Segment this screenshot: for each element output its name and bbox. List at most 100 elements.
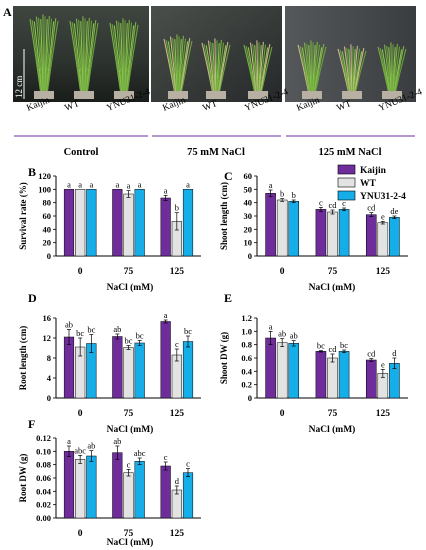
significance-letter: bc — [76, 328, 84, 338]
chart-panel-E: E00.20.40.60.81.01.2Shoot DW (g)NaCl (mM… — [219, 291, 408, 435]
y-axis-label: Survival rate (%) — [18, 182, 28, 250]
legend-label-kaijin: Kaijin — [360, 166, 387, 176]
bar-kaijin-125 — [161, 322, 171, 399]
legend-item-wt: WT — [338, 178, 377, 189]
x-axis-label: NaCl (mM) — [309, 282, 356, 293]
significance-letter: c — [127, 459, 131, 469]
legend-swatch-wt — [338, 178, 355, 187]
y-tick-label: 16 — [43, 313, 52, 323]
y-tick-label: 40 — [43, 224, 52, 234]
y-tick-label: 1.2 — [241, 313, 252, 323]
group-label-control: Control — [64, 147, 99, 158]
significance-letter: a — [269, 321, 273, 331]
bar-ynu31-2-4-0 — [87, 456, 97, 518]
y-tick-label: 0.10 — [36, 446, 51, 456]
y-tick-label: 0.8 — [241, 340, 252, 350]
panel-letter-F: F — [28, 417, 35, 431]
y-tick-label: 10 — [244, 238, 253, 248]
significance-letter: cd — [328, 344, 337, 354]
group-label-125mm: 125 mM NaCl — [319, 147, 382, 158]
significance-letter: bc — [136, 331, 144, 341]
significance-letter: a — [269, 180, 273, 190]
significance-letter: bc — [340, 340, 348, 350]
y-tick-label: 8 — [47, 353, 51, 363]
y-axis-label: Root DW (g) — [18, 454, 28, 503]
bar-wt-75 — [327, 212, 337, 256]
legend-swatch-kaijin — [338, 165, 355, 174]
y-tick-label: 0.04 — [36, 486, 52, 496]
significance-letter: ab — [290, 331, 298, 341]
bar-kaijin-0 — [64, 189, 74, 256]
bar-ynu31-2-4-75 — [135, 461, 145, 518]
bar-wt-75 — [124, 348, 134, 399]
x-axis-label: NaCl (mM) — [107, 282, 154, 293]
y-tick-label: 0 — [47, 251, 51, 261]
y-tick-label: 4 — [47, 373, 52, 383]
bar-ynu31-2-4-125 — [183, 473, 193, 518]
chart-panel-D: D0481216Root length (cm)NaCl (mM)0abbc bc… — [18, 291, 201, 435]
y-tick-label: 60 — [244, 171, 253, 181]
x-axis-label: NaCl (mM) — [309, 424, 356, 435]
y-tick-label: 0 — [248, 251, 252, 261]
legend-label-wt: WT — [360, 179, 377, 189]
panel-letter-E: E — [224, 291, 232, 305]
y-tick-label: 0.12 — [36, 433, 51, 443]
bar-wt-0 — [277, 200, 287, 256]
x-tick-label: 75 — [328, 267, 338, 277]
x-tick-label: 125 — [376, 267, 391, 277]
bar-kaijin-0 — [266, 338, 276, 398]
bar-kaijin-0 — [64, 451, 74, 518]
y-axis-label: Root length (cm) — [18, 326, 28, 391]
group-label-75mm: 75 mM NaCl — [187, 147, 245, 158]
significance-letter: abc — [134, 448, 146, 458]
significance-letter: c — [186, 459, 190, 469]
bar-wt-125 — [172, 355, 182, 398]
y-tick-label: 60 — [43, 211, 52, 221]
x-tick-label: 0 — [78, 267, 83, 277]
y-tick-label: 0.6 — [241, 353, 252, 363]
bar-ynu31-2-4-75 — [135, 343, 145, 398]
panel-letter-C: C — [224, 169, 233, 183]
bar-wt-0 — [75, 189, 85, 256]
significance-letter: cd — [367, 349, 376, 359]
significance-letter: a — [138, 179, 142, 189]
significance-letter: c — [175, 339, 179, 349]
significance-letter: c — [164, 452, 168, 462]
significance-letter: e — [381, 211, 385, 221]
y-tick-label: 0 — [47, 393, 51, 403]
significance-letter: cd — [328, 200, 337, 210]
significance-letter: b — [280, 189, 284, 199]
significance-letter: a — [164, 185, 168, 195]
legend-item-ynu: YNU31-2-4 — [338, 191, 406, 202]
y-tick-label: 0.06 — [36, 473, 51, 483]
x-tick-label: 0 — [280, 267, 285, 277]
y-tick-label: 0.08 — [36, 460, 51, 470]
bar-kaijin-125 — [366, 360, 376, 398]
bar-wt-75 — [124, 194, 134, 256]
bar-kaijin-75 — [113, 453, 123, 518]
y-tick-label: 50 — [244, 184, 253, 194]
bar-kaijin-75 — [316, 209, 326, 256]
bar-ynu31-2-4-125 — [389, 217, 399, 256]
x-tick-label: 125 — [376, 409, 391, 419]
significance-letter: ab — [113, 436, 121, 446]
bar-kaijin-75 — [113, 337, 123, 399]
significance-letter: c — [319, 197, 323, 207]
y-tick-label: 12 — [43, 333, 52, 343]
x-tick-label: 0 — [78, 409, 83, 419]
y-tick-label: 80 — [43, 198, 52, 208]
y-tick-label: 40 — [244, 198, 253, 208]
significance-letter: a — [78, 179, 82, 189]
significance-letter: ab — [113, 324, 121, 334]
bar-ynu31-2-4-75 — [339, 209, 349, 256]
bar-kaijin-125 — [366, 215, 376, 256]
bar-wt-75 — [124, 473, 134, 518]
significance-letter: bc — [317, 341, 325, 351]
bar-ynu31-2-4-0 — [289, 201, 299, 256]
y-tick-label: 120 — [38, 171, 51, 181]
bar-ynu31-2-4-125 — [183, 342, 193, 399]
bar-ynu31-2-4-0 — [87, 189, 97, 256]
panel-letter-A: A — [3, 5, 12, 19]
panel-letter-B: B — [28, 165, 36, 179]
